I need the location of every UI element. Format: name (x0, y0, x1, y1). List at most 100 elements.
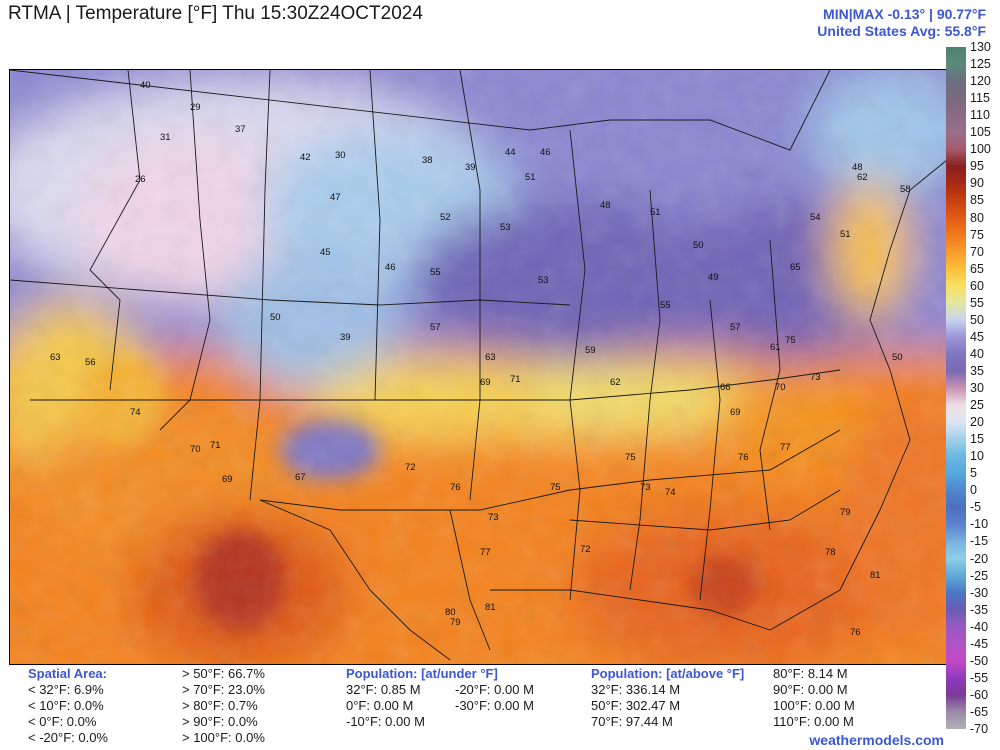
temperature-value-label: 38 (422, 155, 433, 166)
population-above-stats: Population: [at/above °F] 32°F: 336.14 M… (591, 666, 744, 730)
temperature-value-label: 73 (488, 512, 499, 523)
stat-line: 70°F: 97.44 M (591, 714, 673, 729)
scale-tick-label: -45 (970, 636, 989, 651)
temperature-value-label: 50 (693, 240, 704, 251)
temperature-value-label: 75 (625, 452, 636, 463)
temperature-value-label: 54 (810, 212, 821, 223)
scale-tick-label: 40 (970, 346, 984, 361)
temperature-value-label: 29 (190, 102, 201, 113)
scale-tick-label: 85 (970, 193, 984, 208)
scale-tick-label: 30 (970, 381, 984, 395)
temperature-value-label: 63 (50, 352, 61, 363)
temperature-value-label: 74 (130, 407, 141, 418)
temperature-value-label: 76 (738, 452, 749, 463)
scale-tick-label: 90 (970, 176, 984, 191)
temperature-value-label: 46 (540, 147, 551, 158)
temperature-value-label: 69 (222, 474, 233, 485)
temperature-value-label: 70 (775, 382, 786, 393)
map-title: RTMA | Temperature [°F] Thu 15:30Z24OCT2… (8, 3, 423, 24)
scale-tick-label: 10 (970, 449, 984, 464)
temperature-value-label: 81 (485, 602, 496, 613)
scale-tick-label: -35 (970, 602, 989, 617)
temperature-value-label: 56 (85, 357, 96, 368)
temperature-value-label: 72 (580, 544, 591, 555)
temperature-value-label: 57 (430, 322, 441, 333)
state-borders (10, 70, 947, 661)
temperature-value-label: 81 (870, 570, 881, 581)
scale-tick-label: 130 (970, 40, 991, 54)
scale-tick-label: -50 (970, 653, 989, 668)
stat-line: 32°F: 0.85 M (346, 682, 421, 697)
temperature-value-label: 48 (600, 200, 611, 211)
temperature-value-label: 26 (135, 174, 146, 185)
spatial-area-header: Spatial Area: (28, 666, 107, 681)
stat-line: 110°F: 0.00 M (773, 714, 854, 729)
temperature-value-label: 50 (892, 352, 903, 363)
scale-tick-label: -70 (970, 722, 989, 736)
temperature-value-label: 71 (510, 374, 521, 385)
scale-tick-label: 125 (970, 57, 991, 72)
temperature-value-label: 69 (730, 407, 741, 418)
us-average: United States Avg: 55.8°F (817, 23, 986, 39)
temperature-value-label: 73 (810, 372, 821, 383)
temperature-value-label: 62 (610, 377, 621, 388)
temperature-value-label: 71 (210, 440, 221, 451)
scale-tick-label: -20 (970, 551, 989, 566)
temperature-value-label: 63 (485, 352, 496, 363)
temperature-value-label: 77 (480, 547, 491, 558)
scale-tick-label: 0 (970, 483, 977, 498)
source-credit[interactable]: weathermodels.com (809, 732, 944, 748)
stat-line: -30°F: 0.00 M (455, 698, 534, 713)
scale-tick-label: 5 (970, 466, 977, 481)
temperature-value-label: 77 (780, 442, 791, 453)
temperature-map[interactable]: 40 29 31 26 37 42 30 38 39 44 46 51 47 52 53 45 50 46 39 55… (9, 69, 948, 665)
scale-tick-label: 25 (970, 398, 984, 413)
scale-tick-label: 120 (970, 74, 991, 89)
temperature-value-label: 80 (445, 607, 456, 618)
stat-line: < 32°F: 6.9% (28, 682, 104, 697)
temperature-value-label: 51 (525, 172, 536, 183)
spatial-area-stats-2: > 50°F: 66.7% > 70°F: 23.0% > 80°F: 0.7%… (182, 666, 265, 746)
stat-line: > 50°F: 66.7% (182, 666, 265, 681)
stat-line: -20°F: 0.00 M (455, 682, 534, 697)
scale-tick-label: 15 (970, 432, 984, 447)
temperature-value-label: 79 (450, 617, 461, 628)
temperature-value-label: 31 (160, 132, 171, 143)
temperature-value-label: 76 (850, 627, 861, 638)
temperature-value-label: 52 (440, 212, 451, 223)
temperature-value-label: 37 (235, 124, 246, 135)
stat-line: > 70°F: 23.0% (182, 682, 265, 697)
stat-line: > 100°F: 0.0% (182, 730, 265, 745)
scale-tick-label: -15 (970, 534, 989, 549)
temperature-value-label: 73 (640, 482, 651, 493)
temperature-value-label: 75 (785, 335, 796, 346)
color-scale-bar (946, 47, 966, 729)
scale-tick-label: 55 (970, 295, 984, 310)
temperature-value-label: 72 (405, 462, 416, 473)
temperature-value-label: 74 (665, 487, 676, 498)
stat-line: 90°F: 0.00 M (773, 682, 848, 697)
stat-line: 100°F: 0.00 M (773, 698, 855, 713)
temperature-value-label: 51 (650, 207, 661, 218)
temperature-value-label: 70 (190, 444, 201, 455)
temperature-value-label: 53 (500, 222, 511, 233)
scale-tick-label: 45 (970, 329, 984, 344)
population-under-stats: Population: [at/under °F] 32°F: 0.85 M 0… (346, 666, 498, 730)
scale-tick-label: 80 (970, 210, 984, 225)
temperature-value-label: 69 (480, 377, 491, 388)
scale-tick-label: 50 (970, 312, 984, 327)
temperature-value-label: 47 (330, 192, 341, 203)
scale-tick-label: -10 (970, 517, 989, 532)
scale-tick-label: -5 (970, 500, 982, 515)
texture-overlay (10, 70, 947, 664)
temperature-value-label: 39 (465, 162, 476, 173)
stat-line: < -20°F: 0.0% (28, 730, 108, 745)
temperature-value-label: 67 (295, 472, 306, 483)
temperature-value-label: 48 (852, 162, 863, 173)
spatial-area-stats: Spatial Area: < 32°F: 6.9% < 10°F: 0.0% … (28, 666, 108, 746)
temperature-value-label: 46 (385, 262, 396, 273)
scale-tick-label: 70 (970, 244, 984, 259)
temperature-value-label: 61 (770, 342, 781, 353)
temperature-value-label: 44 (505, 147, 516, 158)
scale-tick-label: -25 (970, 568, 989, 583)
